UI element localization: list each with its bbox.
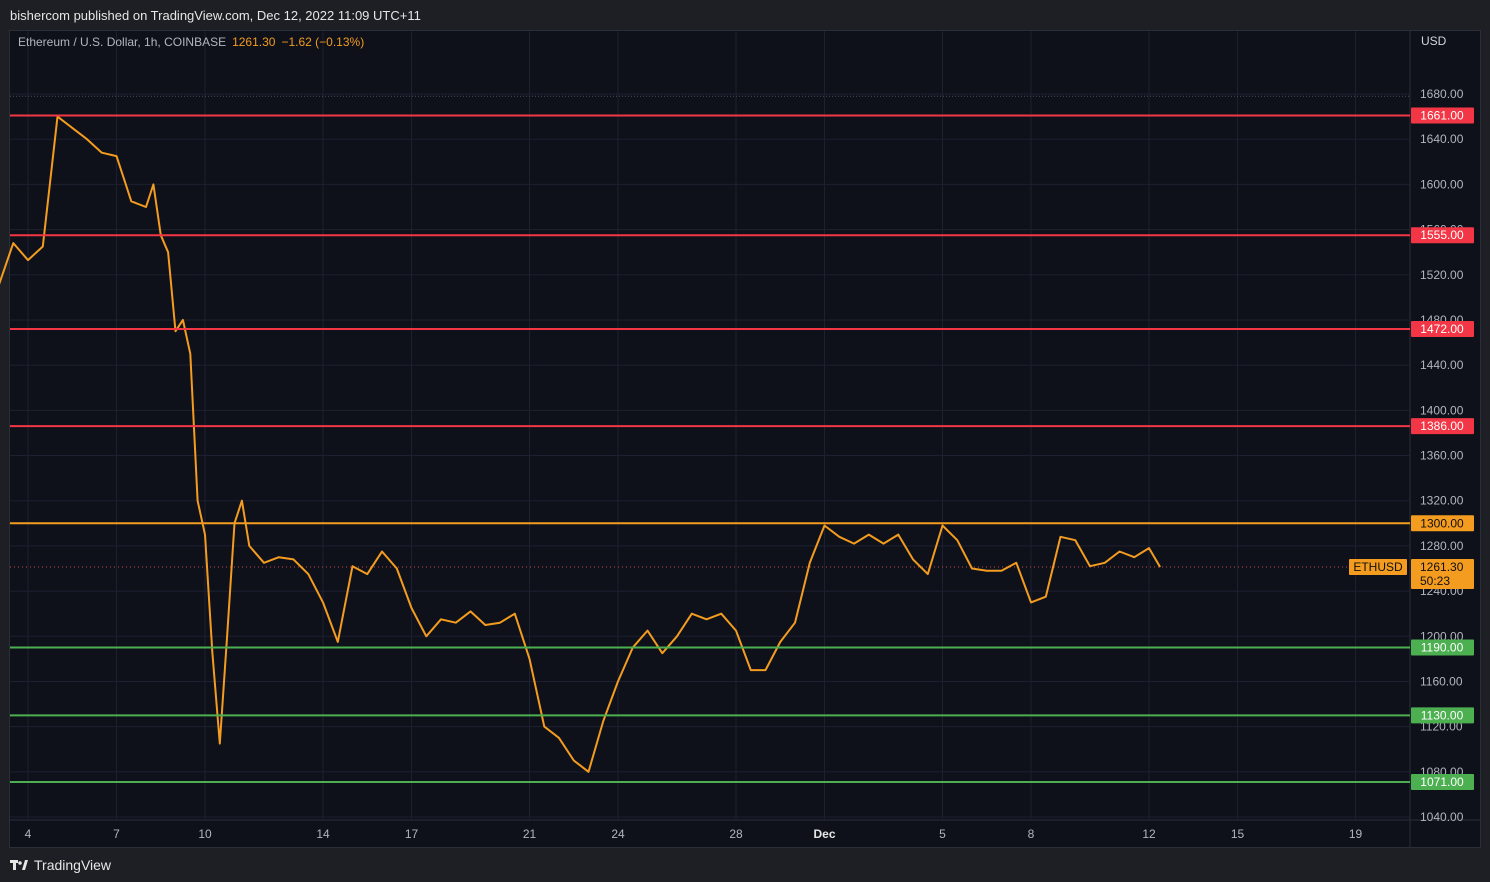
price-line-series bbox=[0, 115, 1161, 773]
x-tick-label: 28 bbox=[729, 827, 743, 841]
price-change: −1.62 (−0.13%) bbox=[281, 35, 365, 49]
x-tick-label: 19 bbox=[1349, 827, 1363, 841]
top-bar: bishercom published on TradingView.com, … bbox=[0, 0, 1490, 30]
level-label: 1661.00 bbox=[1420, 108, 1464, 122]
chart-legend: Ethereum / U.S. Dollar, 1h, COINBASE 1261… bbox=[18, 35, 364, 49]
ticker-tag: ETHUSD bbox=[1353, 560, 1403, 574]
level-label: 1071.00 bbox=[1420, 775, 1464, 789]
level-label: 1300.00 bbox=[1420, 516, 1464, 530]
y-tick-label: 1440.00 bbox=[1420, 358, 1464, 372]
x-tick-label: 21 bbox=[523, 827, 537, 841]
y-tick-label: 1040.00 bbox=[1420, 810, 1464, 824]
x-tick-label: 14 bbox=[316, 827, 330, 841]
y-tick-label: 1360.00 bbox=[1420, 449, 1464, 463]
level-label: 1386.00 bbox=[1420, 419, 1464, 433]
y-tick-label: 1280.00 bbox=[1420, 539, 1464, 553]
ticker-tag-bg bbox=[1349, 559, 1407, 576]
level-label-bg bbox=[1411, 515, 1474, 532]
x-tick-label: 24 bbox=[611, 827, 625, 841]
level-label: 1130.00 bbox=[1421, 708, 1464, 722]
bar-countdown: 50:23 bbox=[1420, 574, 1450, 588]
last-price-tag: 1261.30 bbox=[1420, 560, 1464, 574]
x-tick-label: Dec bbox=[813, 827, 835, 841]
x-tick-label: 15 bbox=[1231, 827, 1245, 841]
y-tick-label: 1520.00 bbox=[1420, 268, 1464, 282]
y-tick-label: 1640.00 bbox=[1420, 132, 1464, 146]
level-label-bg bbox=[1411, 320, 1474, 337]
last-price-tag-bg bbox=[1411, 559, 1474, 590]
y-tick-label: 1160.00 bbox=[1420, 674, 1463, 688]
x-tick-label: 4 bbox=[25, 827, 32, 841]
x-tick-label: 12 bbox=[1142, 827, 1156, 841]
tradingview-logo-icon bbox=[10, 860, 28, 870]
level-label-bg bbox=[1411, 639, 1474, 656]
last-price-value: 1261.30 bbox=[232, 35, 276, 49]
x-tick-label: 17 bbox=[405, 827, 419, 841]
chart-pane[interactable] bbox=[9, 30, 1481, 848]
y-tick-label: 1680.00 bbox=[1420, 87, 1464, 101]
x-tick-label: 8 bbox=[1028, 827, 1035, 841]
x-tick-label: 7 bbox=[113, 827, 120, 841]
level-label-bg bbox=[1411, 107, 1474, 124]
y-tick-label: 1600.00 bbox=[1420, 177, 1464, 191]
x-tick-label: 5 bbox=[939, 827, 946, 841]
level-label: 1555.00 bbox=[1420, 228, 1464, 242]
footer: TradingView bbox=[0, 848, 1490, 882]
tradingview-brand: TradingView bbox=[34, 857, 112, 873]
y-tick-label: 1320.00 bbox=[1420, 494, 1464, 508]
level-label-bg bbox=[1411, 227, 1474, 244]
level-label-bg bbox=[1411, 707, 1474, 724]
tradingview-logo[interactable]: TradingView bbox=[10, 857, 111, 873]
y-tick-label: 1400.00 bbox=[1420, 403, 1464, 417]
level-label: 1472.00 bbox=[1420, 322, 1464, 336]
x-tick-label: 10 bbox=[198, 827, 212, 841]
symbol-title: Ethereum / U.S. Dollar, 1h, COINBASE bbox=[18, 35, 227, 49]
level-label-bg bbox=[1411, 773, 1474, 790]
published-caption: bishercom published on TradingView.com, … bbox=[10, 8, 421, 23]
level-label: 1190.00 bbox=[1421, 641, 1464, 655]
level-label-bg bbox=[1411, 418, 1474, 435]
currency-label: USD bbox=[1421, 34, 1447, 48]
